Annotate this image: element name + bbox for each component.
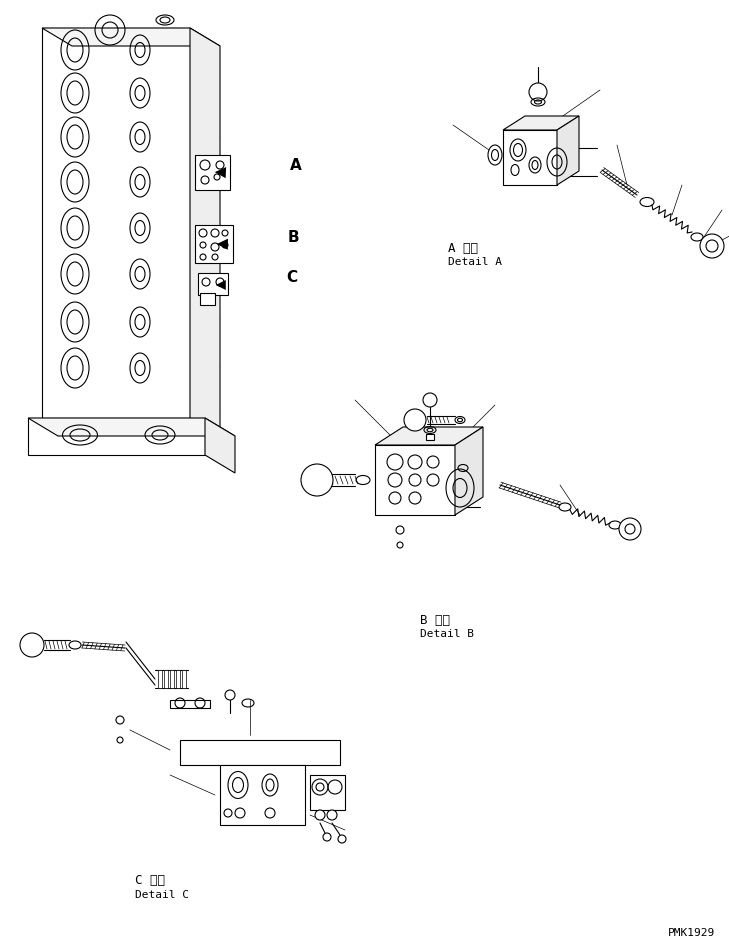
Circle shape bbox=[338, 835, 346, 843]
Circle shape bbox=[20, 633, 44, 657]
Circle shape bbox=[301, 464, 333, 496]
Text: Detail A: Detail A bbox=[448, 257, 502, 267]
Bar bbox=[426, 434, 434, 440]
Text: PMK1929: PMK1929 bbox=[668, 928, 715, 938]
Circle shape bbox=[423, 393, 437, 407]
Polygon shape bbox=[42, 28, 220, 46]
Polygon shape bbox=[205, 418, 235, 473]
Polygon shape bbox=[195, 225, 233, 263]
Bar bbox=[198, 273, 228, 295]
Text: A: A bbox=[290, 158, 302, 173]
Bar bbox=[182, 670, 186, 688]
Bar bbox=[200, 293, 215, 305]
Polygon shape bbox=[180, 740, 340, 765]
Bar bbox=[158, 670, 162, 688]
Polygon shape bbox=[455, 427, 483, 515]
Bar bbox=[170, 700, 210, 708]
Circle shape bbox=[706, 240, 718, 252]
Text: Detail B: Detail B bbox=[420, 629, 474, 639]
Circle shape bbox=[323, 833, 331, 841]
Polygon shape bbox=[220, 765, 305, 825]
Text: Detail C: Detail C bbox=[135, 890, 189, 900]
Text: B: B bbox=[288, 230, 300, 244]
Bar bbox=[170, 670, 174, 688]
Polygon shape bbox=[557, 116, 579, 185]
Circle shape bbox=[619, 518, 641, 540]
Polygon shape bbox=[375, 427, 483, 445]
Text: B 詳細: B 詳細 bbox=[420, 614, 450, 626]
Circle shape bbox=[315, 810, 325, 820]
Polygon shape bbox=[190, 28, 220, 436]
Text: A 詳細: A 詳細 bbox=[448, 241, 478, 255]
Polygon shape bbox=[375, 445, 455, 515]
Polygon shape bbox=[503, 130, 557, 185]
Circle shape bbox=[625, 524, 635, 534]
Polygon shape bbox=[503, 116, 579, 130]
Polygon shape bbox=[310, 775, 345, 810]
Bar bbox=[176, 670, 180, 688]
Circle shape bbox=[225, 690, 235, 700]
Text: C: C bbox=[286, 271, 297, 286]
Text: C 詳細: C 詳細 bbox=[135, 873, 165, 886]
Circle shape bbox=[529, 83, 547, 101]
Polygon shape bbox=[195, 155, 230, 190]
Circle shape bbox=[327, 810, 337, 820]
Polygon shape bbox=[28, 418, 235, 436]
Circle shape bbox=[700, 234, 724, 258]
Polygon shape bbox=[42, 28, 190, 418]
Bar bbox=[164, 670, 168, 688]
Circle shape bbox=[404, 409, 426, 431]
Polygon shape bbox=[28, 418, 205, 455]
